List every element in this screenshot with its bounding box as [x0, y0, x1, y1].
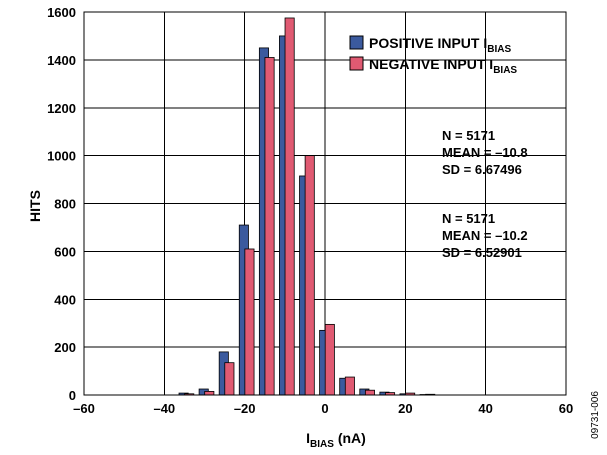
stats-1-mean: MEAN = –10.8 — [442, 145, 528, 160]
bar-negative — [324, 323, 335, 396]
legend: POSITIVE INPUT IBIAS NEGATIVE INPUT IBIA… — [349, 35, 517, 76]
x-tick-label: 60 — [559, 401, 573, 416]
stats-2-sd: SD = 6.52901 — [442, 245, 522, 260]
x-axis-title: IBIAS (nA) — [306, 430, 366, 450]
x-axis-title-main: I — [306, 430, 310, 446]
x-tick-label: 0 — [321, 401, 328, 416]
tick-labels: –60 –40 –20 0 20 40 60020040060080010001200140… — [47, 5, 573, 416]
x-axis-title-suffix: (nA) — [334, 430, 366, 446]
y-tick-label: 400 — [54, 292, 76, 307]
x-tick-label: 40 — [478, 401, 492, 416]
x-tick-label: 20 — [398, 401, 412, 416]
y-axis-title: HITS — [27, 190, 43, 222]
legend-label-positive: POSITIVE INPUT IBIAS — [369, 35, 511, 55]
axes — [83, 11, 567, 396]
y-tick-label: 200 — [54, 340, 76, 355]
bar-negative — [284, 17, 295, 396]
y-tick-label: 600 — [54, 244, 76, 259]
legend-label-negative: NEGATIVE INPUT IBIAS — [369, 56, 517, 76]
stats-2-mean: MEAN = –10.2 — [442, 228, 528, 243]
x-tick-label: –20 — [234, 401, 256, 416]
y-tick-label: 1200 — [47, 101, 76, 116]
bar-negative — [344, 376, 355, 396]
stats-1-n: N = 5171 — [442, 128, 495, 143]
grid — [83, 11, 567, 396]
legend-swatch-positive — [349, 35, 364, 50]
stats-1-sd: SD = 6.67496 — [442, 162, 522, 177]
plot-frame — [83, 11, 567, 396]
stats-2-n: N = 5171 — [442, 211, 495, 226]
bar-negative — [364, 389, 375, 396]
y-tick-label: 0 — [69, 388, 76, 403]
stats-annotation-2: N = 5171 MEAN = –10.2 SD = 6.52901 — [442, 211, 528, 260]
legend-swatch-negative — [349, 56, 364, 71]
y-tick-label: 1600 — [47, 5, 76, 20]
x-tick-label: –40 — [153, 401, 175, 416]
bars — [178, 17, 436, 396]
y-tick-label: 1000 — [47, 149, 76, 164]
bar-negative — [264, 57, 275, 396]
stats-annotation-1: N = 5171 MEAN = –10.8 SD = 6.67496 — [442, 128, 528, 177]
bar-negative — [204, 391, 215, 396]
y-tick-label: 1400 — [47, 53, 76, 68]
bar-negative — [304, 155, 315, 396]
bar-negative — [224, 362, 235, 396]
x-tick-label: –60 — [73, 401, 95, 416]
figure-id: 09731-006 — [590, 391, 601, 439]
x-axis-title-sub: BIAS — [310, 439, 334, 450]
bar-negative — [244, 248, 255, 396]
y-tick-label: 800 — [54, 197, 76, 212]
